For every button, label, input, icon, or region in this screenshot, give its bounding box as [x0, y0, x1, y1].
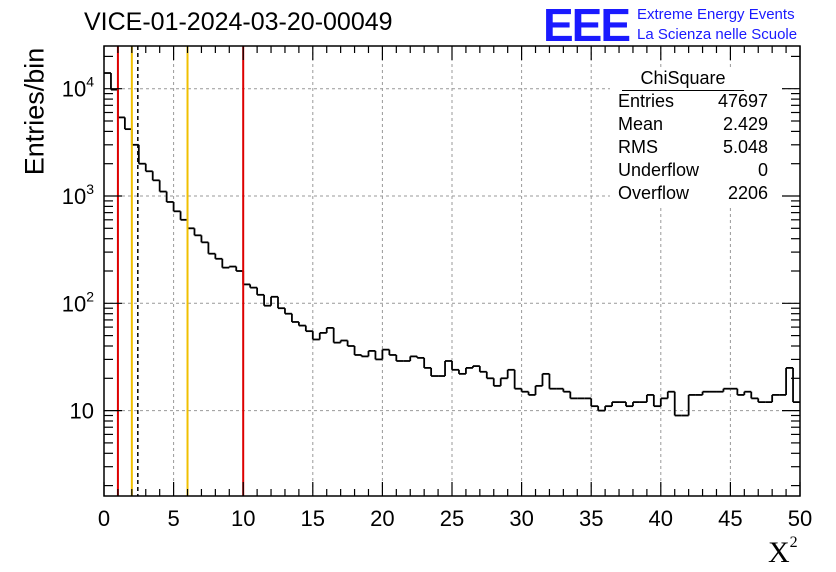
- x-axis: 0 5 10 15 20 25 30 35 40 45 50: [98, 46, 812, 531]
- stats-row: RMS 5.048: [618, 137, 768, 157]
- eee-logo: EEE: [543, 0, 631, 51]
- x-tick-label: 10: [231, 506, 255, 531]
- y-axis: 10 102 103 104: [62, 55, 800, 487]
- stats-row: Mean 2.429: [618, 114, 768, 134]
- y-tick-label: 102: [62, 288, 94, 316]
- stats-box: ChiSquare Entries 47697 Mean 2.429 RMS 5.04…: [610, 68, 780, 206]
- x-tick-label: 20: [370, 506, 394, 531]
- x-tick-label: 5: [167, 506, 179, 531]
- logo-line-2: La Scienza nelle Scuole: [637, 26, 798, 43]
- x-tick-label: 50: [788, 506, 812, 531]
- y-tick-label: 104: [62, 74, 94, 102]
- stats-row: Underflow 0: [618, 160, 768, 180]
- chart-title: VICE-01-2024-03-20-00049: [84, 8, 393, 36]
- vertical-lines: [116, 46, 245, 496]
- stats-row: Overflow 2206: [618, 183, 768, 203]
- x-tick-label: 40: [649, 506, 673, 531]
- stats-title: ChiSquare: [622, 68, 744, 91]
- x-tick-label: 35: [579, 506, 603, 531]
- y-tick-label: 10: [70, 399, 94, 424]
- x-tick-label: 45: [718, 506, 742, 531]
- logo-line-1: Extreme Energy Events: [637, 6, 795, 23]
- x-tick-label: 0: [98, 506, 110, 531]
- x-tick-label: 15: [301, 506, 325, 531]
- y-tick-label: 103: [62, 181, 94, 209]
- x-tick-label: 25: [440, 506, 464, 531]
- x-tick-label: 30: [509, 506, 533, 531]
- x-axis-label: X2: [768, 534, 798, 569]
- stats-row: Entries 47697: [618, 91, 768, 111]
- histogram: [104, 72, 800, 417]
